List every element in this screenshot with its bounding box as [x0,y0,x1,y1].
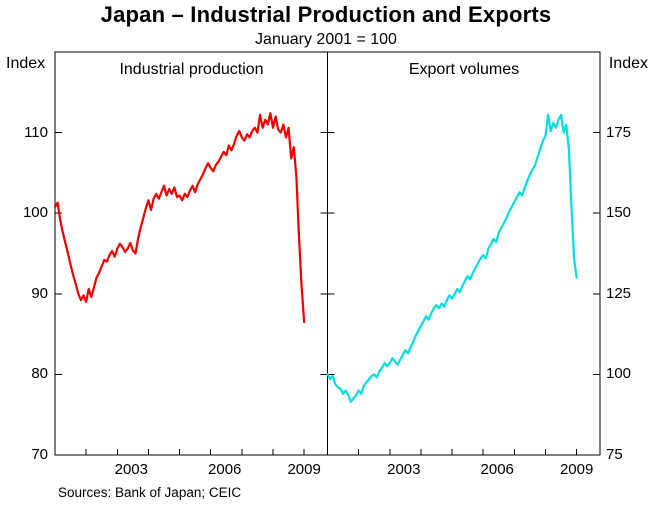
left-axis-tick-label: 100 [22,204,48,222]
right-axis-tick-label: 150 [606,204,632,222]
right-axis-tick-label: 75 [606,446,623,463]
x-axis-year-label: 2009 [559,461,594,478]
chart-title: Japan – Industrial Production and Export… [100,2,552,27]
x-axis-year-label: 2003 [387,461,421,478]
right-axis-tick-label: 125 [606,284,632,302]
left-axis-tick-label: 110 [24,123,48,141]
industrial-production-line [53,112,306,324]
export-volumes-line [326,113,578,403]
right-axis-unit-label: Index [608,55,648,72]
x-axis-year-label: 2009 [287,461,321,478]
x-axis-year-label: 2006 [480,461,514,478]
panel-label-export-volumes: Export volumes [408,61,520,78]
right-axis-tick-label: 100 [606,365,632,383]
source-note: Sources: Bank of Japan; CEIC [58,485,242,500]
left-axis-unit-label: Index [6,55,46,72]
left-axis-tick-label: 70 [31,446,48,463]
right-axis-tick-label: 175 [606,123,632,141]
left-axis-tick-label: 80 [31,365,48,383]
x-axis-year-label: 2006 [208,461,242,478]
left-axis-tick-label: 90 [31,284,48,302]
panel-label-industrial-production: Industrial production [119,61,264,78]
x-axis-year-label: 2003 [114,461,148,478]
chart-subtitle: January 2001 = 100 [255,31,397,48]
